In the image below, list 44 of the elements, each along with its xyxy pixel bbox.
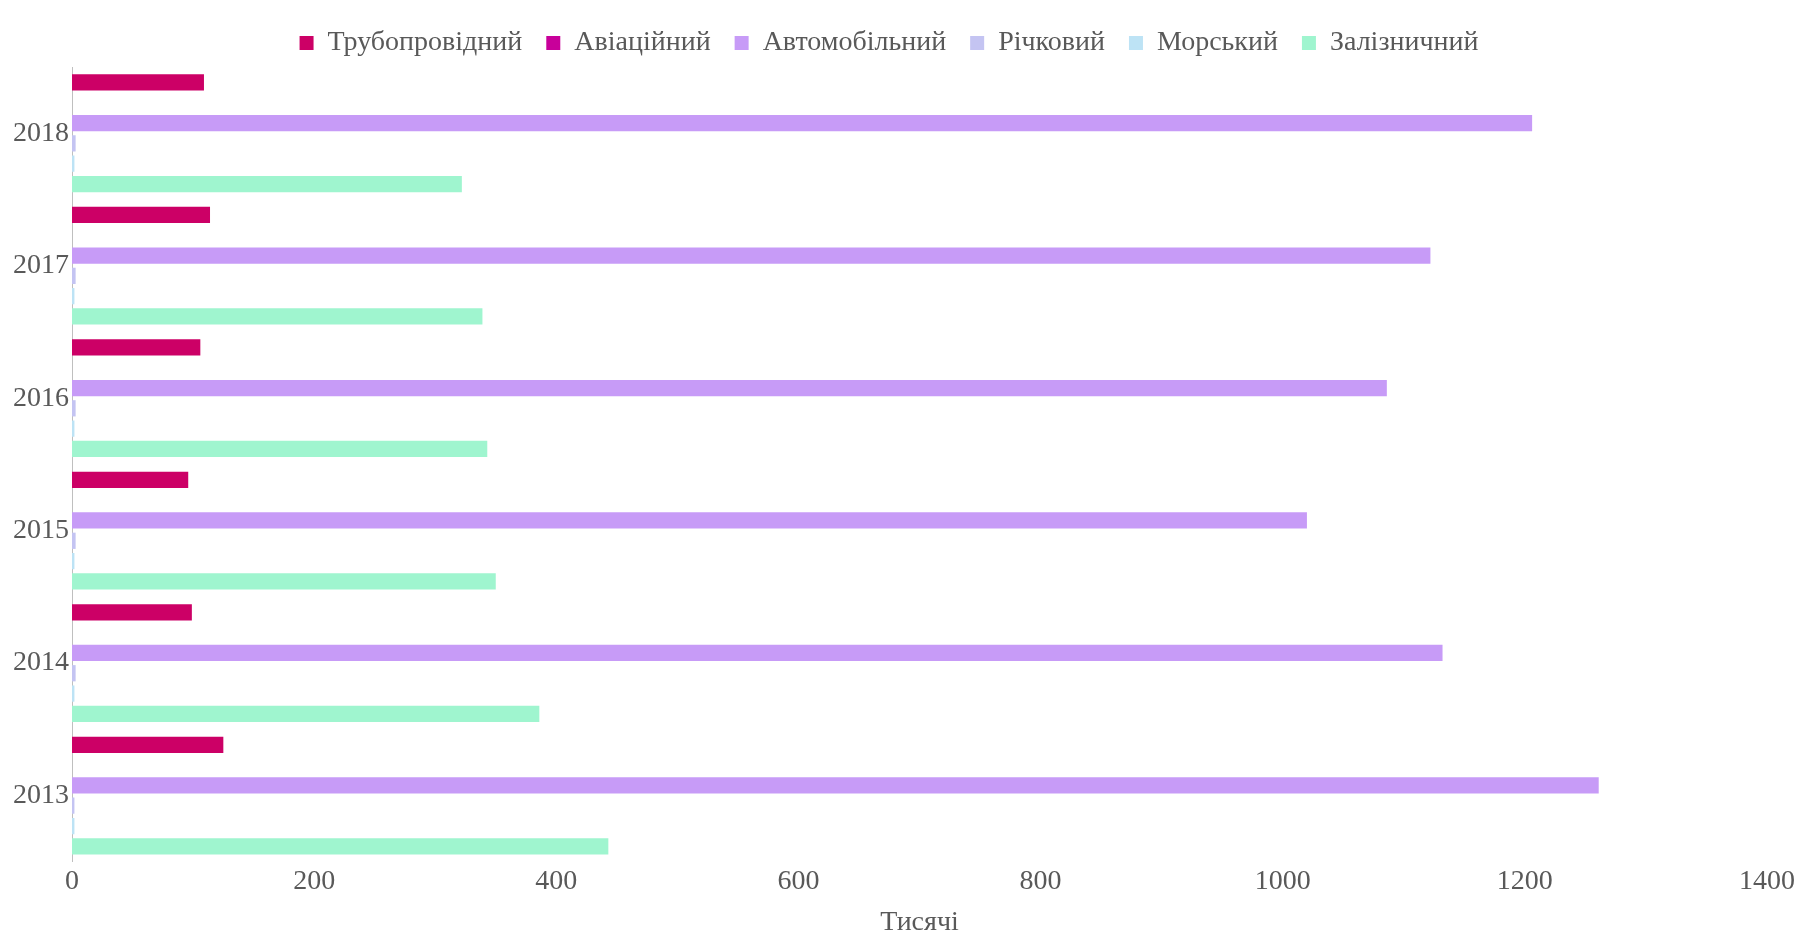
bar xyxy=(72,838,609,855)
x-tick-label: 400 xyxy=(535,863,578,895)
legend-label: Автомобільний xyxy=(762,25,947,57)
legend-label: Трубопровідний xyxy=(327,25,523,57)
bar xyxy=(72,665,76,682)
bar xyxy=(72,736,224,753)
bar xyxy=(72,400,76,417)
y-tick-label: 2015 xyxy=(13,512,69,544)
bar xyxy=(72,308,483,325)
y-tick-label: 2016 xyxy=(13,380,69,412)
bar xyxy=(72,175,462,193)
bar xyxy=(72,379,1387,397)
y-tick-label: 2013 xyxy=(13,777,69,809)
bar xyxy=(72,247,1431,264)
x-tick-label: 1400 xyxy=(1739,863,1795,895)
legend-label: Морський xyxy=(1156,25,1278,57)
y-tick-label: 2014 xyxy=(13,645,69,677)
y-tick-label: 2017 xyxy=(13,248,69,280)
x-tick-label: 200 xyxy=(293,863,336,895)
bar xyxy=(72,512,1307,529)
bar xyxy=(72,573,496,590)
bar xyxy=(72,206,211,224)
bar xyxy=(72,471,189,488)
y-tick-label: 2018 xyxy=(13,115,69,147)
bar xyxy=(72,532,76,549)
x-tick-label: 800 xyxy=(1019,863,1062,895)
bar xyxy=(72,440,488,458)
x-tick-label: 1200 xyxy=(1496,863,1553,895)
legend-label: Залізничний xyxy=(1329,25,1479,57)
bar xyxy=(72,777,1599,794)
bar xyxy=(72,135,76,152)
legend-label: Авіаційний xyxy=(574,25,711,57)
bar xyxy=(72,74,204,91)
x-tick-label: 1000 xyxy=(1254,863,1311,895)
bar xyxy=(72,267,76,284)
x-axis-title: Тисячі xyxy=(880,904,959,936)
bar xyxy=(72,114,1533,132)
bar xyxy=(72,644,1443,662)
legend-label: Річковий xyxy=(998,25,1105,57)
x-tick-label: 600 xyxy=(777,863,820,895)
bar xyxy=(72,604,192,621)
x-tick-label: 0 xyxy=(65,863,79,895)
bar xyxy=(72,339,201,356)
bar xyxy=(72,705,540,722)
